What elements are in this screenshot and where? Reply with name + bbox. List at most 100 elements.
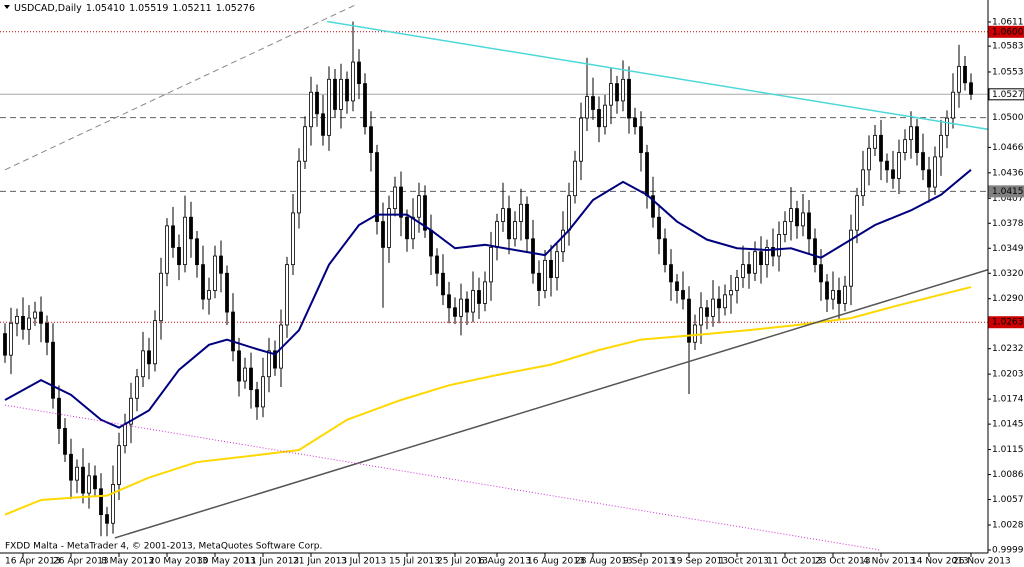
candle-body bbox=[333, 78, 337, 110]
candle-body bbox=[591, 96, 595, 110]
high-text: 1.05519 bbox=[129, 3, 168, 14]
candle-body bbox=[657, 216, 661, 240]
candle-body bbox=[255, 389, 259, 408]
level-label: 1.02632 bbox=[992, 318, 1024, 328]
candle-body bbox=[75, 466, 79, 481]
candle-body bbox=[99, 488, 103, 516]
candle-body bbox=[327, 78, 331, 136]
trendline bbox=[114, 268, 988, 539]
candle-body bbox=[429, 229, 433, 257]
candle-body bbox=[495, 221, 499, 248]
candle-body bbox=[363, 83, 367, 128]
candle-body bbox=[789, 208, 793, 222]
candle-body bbox=[543, 259, 547, 291]
candle-body bbox=[945, 117, 949, 136]
candle-body bbox=[561, 229, 565, 253]
candle-body bbox=[711, 298, 715, 317]
candle-body bbox=[729, 290, 733, 296]
x-tick-label: 16 Apr 2013 bbox=[5, 557, 61, 567]
candle-body bbox=[777, 234, 781, 257]
candle-body bbox=[459, 298, 463, 317]
x-tick-label: 11 Jun 2013 bbox=[245, 557, 299, 567]
level-box bbox=[988, 25, 1024, 38]
candle-body bbox=[819, 264, 823, 283]
candle-body bbox=[753, 251, 757, 274]
candle-body bbox=[111, 484, 115, 524]
candle-body bbox=[441, 272, 445, 296]
candle-body bbox=[165, 225, 169, 274]
candle-body bbox=[321, 113, 325, 136]
candle-body bbox=[915, 126, 919, 153]
x-tick-label: 3 Jul 2013 bbox=[341, 557, 386, 567]
x-tick-label: 26 Nov 2013 bbox=[953, 557, 1011, 567]
candle-body bbox=[579, 117, 583, 162]
candle-body bbox=[867, 147, 871, 171]
candle-body bbox=[663, 238, 667, 266]
candle-body bbox=[687, 298, 691, 343]
y-tick-label: 1.02030 bbox=[992, 370, 1024, 380]
close-text: 1.05276 bbox=[216, 3, 255, 14]
candle-body bbox=[759, 251, 763, 266]
y-tick-label: 1.03780 bbox=[992, 219, 1024, 229]
candle-body bbox=[567, 195, 571, 231]
candle-body bbox=[51, 341, 55, 399]
x-tick-label: 30 May 2013 bbox=[197, 557, 256, 567]
candle-body bbox=[471, 290, 475, 313]
candle-body bbox=[15, 315, 19, 324]
level-label: 1.05276 bbox=[992, 90, 1024, 100]
candle-body bbox=[57, 397, 61, 429]
y-tick-label: 1.05835 bbox=[992, 42, 1024, 52]
trendline bbox=[4, 4, 356, 171]
candle-body bbox=[633, 117, 637, 128]
candle-body bbox=[513, 221, 517, 240]
candle-body bbox=[207, 290, 211, 300]
y-tick-label: 1.03200 bbox=[992, 269, 1024, 279]
candle-body bbox=[423, 195, 427, 231]
candle-body bbox=[81, 466, 85, 494]
candle-body bbox=[465, 298, 469, 313]
candle-body bbox=[969, 82, 973, 95]
candle-body bbox=[699, 307, 703, 326]
candle-body bbox=[345, 78, 349, 102]
candle-body bbox=[9, 322, 13, 356]
candle-body bbox=[411, 216, 415, 240]
y-tick-label: 1.06115 bbox=[992, 17, 1024, 27]
candle-body bbox=[129, 397, 133, 425]
open-text: 1.05410 bbox=[86, 3, 125, 14]
y-tick-label: 1.00575 bbox=[992, 495, 1024, 505]
candle-body bbox=[771, 247, 775, 257]
x-tick-label: 26 Apr 2013 bbox=[53, 557, 109, 567]
candle-body bbox=[297, 160, 301, 214]
y-tick-label: 1.02905 bbox=[992, 294, 1024, 304]
x-tick-label: 14 Nov 2013 bbox=[911, 557, 969, 567]
candle-body bbox=[849, 229, 853, 287]
candle-body bbox=[825, 281, 829, 300]
level-label: 1.04150 bbox=[992, 187, 1024, 197]
candles bbox=[3, 21, 973, 537]
candle-body bbox=[285, 264, 289, 326]
candle-body bbox=[63, 428, 67, 455]
header-arrow bbox=[4, 5, 10, 9]
candle-body bbox=[315, 91, 319, 115]
candle-body bbox=[717, 298, 721, 309]
candle-body bbox=[249, 367, 253, 391]
candle-body bbox=[27, 317, 31, 330]
candle-body bbox=[681, 290, 685, 300]
candle-body bbox=[801, 212, 805, 227]
candle-body bbox=[897, 152, 901, 179]
candle-body bbox=[531, 238, 535, 274]
candle-body bbox=[573, 160, 577, 197]
candle-body bbox=[903, 139, 907, 153]
x-tick-label: 4 Nov 2013 bbox=[863, 557, 915, 567]
trendline bbox=[327, 20, 988, 131]
candle-body bbox=[147, 350, 151, 365]
candle-body bbox=[369, 126, 373, 153]
candle-body bbox=[585, 96, 589, 119]
candle-body bbox=[609, 83, 613, 106]
candle-body bbox=[135, 376, 139, 399]
candle-body bbox=[177, 247, 181, 266]
x-tick-label: 8 May 2013 bbox=[101, 557, 154, 567]
